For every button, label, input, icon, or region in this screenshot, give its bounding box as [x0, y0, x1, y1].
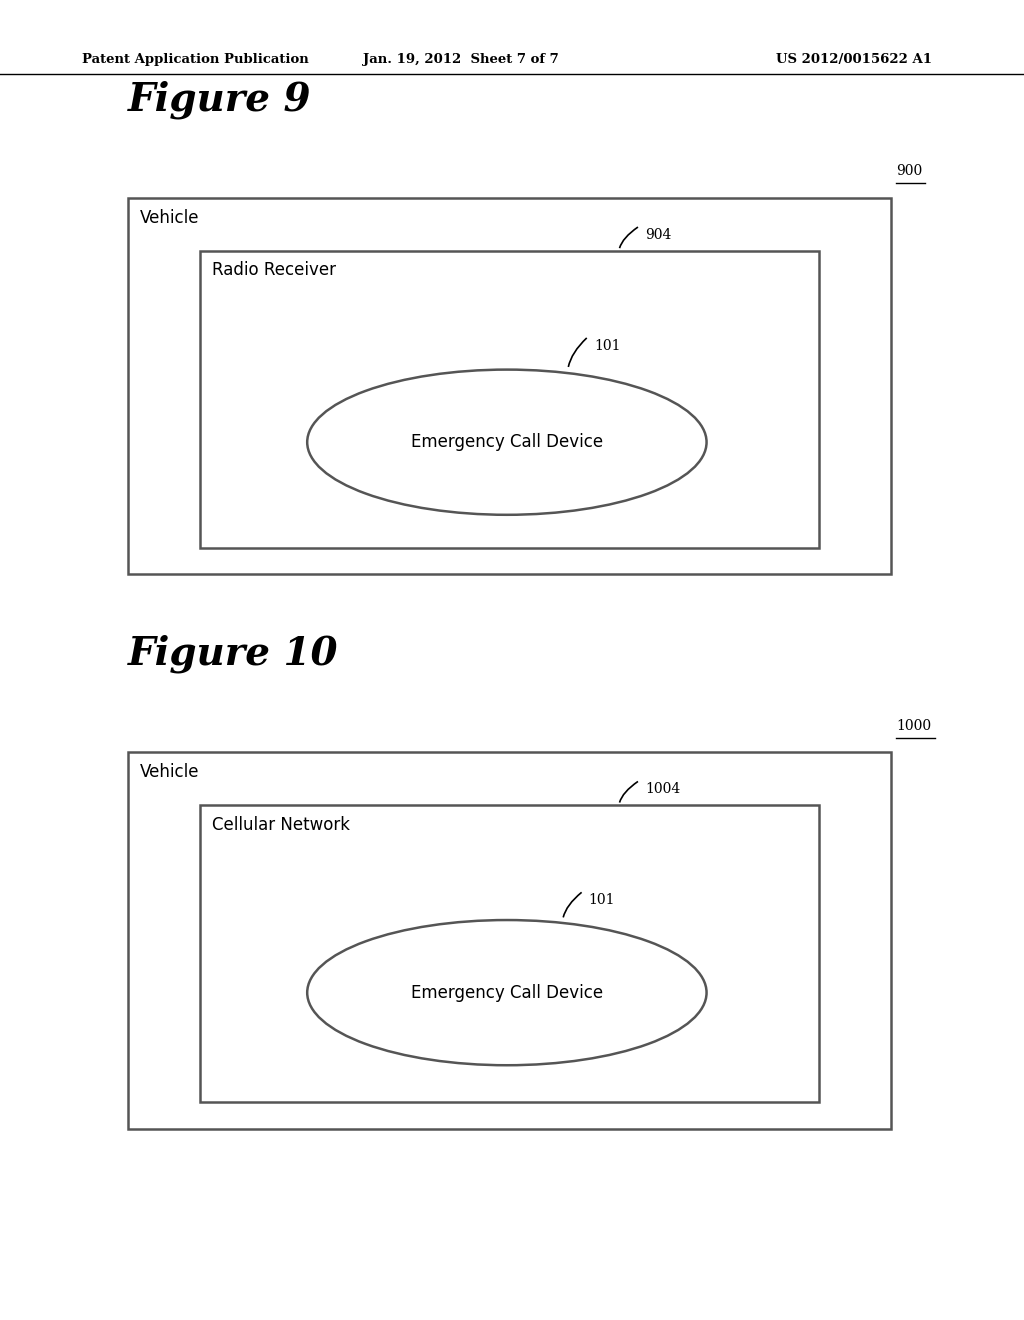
- Ellipse shape: [307, 370, 707, 515]
- Text: Patent Application Publication: Patent Application Publication: [82, 53, 308, 66]
- Ellipse shape: [307, 920, 707, 1065]
- Text: Vehicle: Vehicle: [140, 209, 200, 227]
- Bar: [200, 805, 819, 1102]
- Text: Figure 9: Figure 9: [128, 81, 311, 119]
- Text: Jan. 19, 2012  Sheet 7 of 7: Jan. 19, 2012 Sheet 7 of 7: [362, 53, 559, 66]
- Text: Radio Receiver: Radio Receiver: [212, 261, 336, 280]
- Text: 904: 904: [645, 228, 672, 242]
- Text: 101: 101: [589, 894, 615, 907]
- Bar: [200, 251, 819, 548]
- Text: 1004: 1004: [645, 783, 680, 796]
- Bar: [128, 198, 891, 574]
- Text: 900: 900: [896, 164, 923, 178]
- Text: Emergency Call Device: Emergency Call Device: [411, 983, 603, 1002]
- Text: Figure 10: Figure 10: [128, 635, 339, 673]
- Text: Emergency Call Device: Emergency Call Device: [411, 433, 603, 451]
- Text: 101: 101: [594, 339, 621, 352]
- Text: US 2012/0015622 A1: US 2012/0015622 A1: [776, 53, 932, 66]
- Text: Cellular Network: Cellular Network: [212, 816, 350, 834]
- Text: Vehicle: Vehicle: [140, 763, 200, 781]
- Text: 1000: 1000: [896, 718, 931, 733]
- Bar: [128, 752, 891, 1129]
